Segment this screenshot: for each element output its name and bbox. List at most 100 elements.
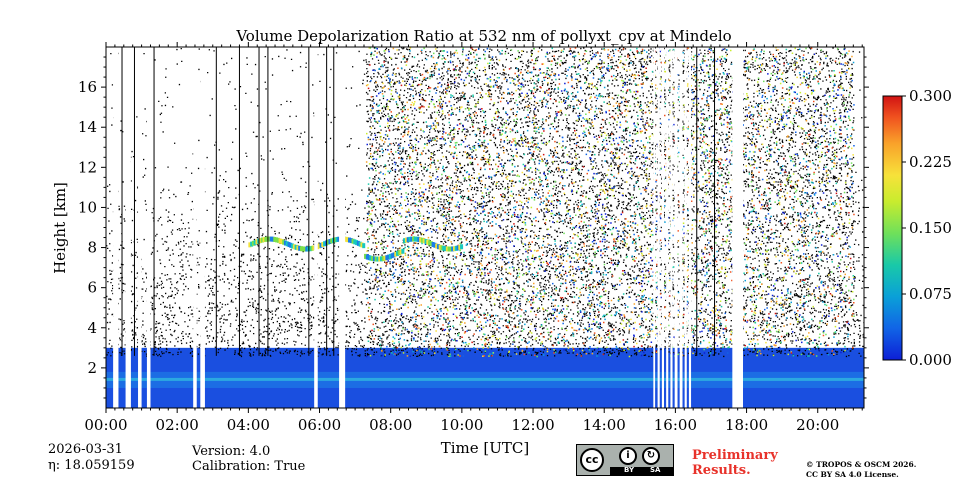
y-tick-label: 16 <box>78 78 97 96</box>
cloud-segment <box>451 246 455 252</box>
cloud-segment <box>406 237 410 243</box>
license-strip: BY SA <box>610 466 673 475</box>
cloud-segment <box>269 236 273 242</box>
cloud-segment <box>291 243 295 249</box>
share-alike-icon: ↻ <box>642 447 660 465</box>
cloud-segment <box>392 252 396 258</box>
cloud-segment <box>449 246 453 252</box>
cloud-segment <box>248 242 252 248</box>
footer-eta: η: 18.059159 <box>48 458 135 473</box>
no-data-gap <box>146 47 151 408</box>
colorbar-tick-label: 0.300 <box>909 87 952 105</box>
cloud-segment <box>428 240 432 246</box>
cloud-segment <box>394 251 398 257</box>
cloud-segment <box>353 239 357 245</box>
cloud-segment <box>388 253 392 259</box>
cloud-segment <box>326 239 330 245</box>
noise-speckles-colored <box>365 47 854 357</box>
cloud-segment <box>429 241 433 247</box>
colorbar-ticks: 0.000 0.075 0.150 0.225 0.300 <box>902 87 952 369</box>
cloud-segment <box>438 244 442 250</box>
no-data-gap <box>661 47 665 408</box>
cloud-segment <box>289 242 293 248</box>
colorbar-tick-label: 0.225 <box>909 153 952 171</box>
by-icon: i <box>619 447 637 465</box>
no-data-gap <box>657 47 660 408</box>
noise-speckles-colored <box>367 47 855 357</box>
cloud-segment <box>436 244 440 250</box>
no-data-gap <box>193 47 197 408</box>
no-data-gap <box>732 47 744 408</box>
cloud-segment <box>351 238 355 244</box>
cloud-segment <box>399 249 403 255</box>
no-data-gap <box>653 47 656 408</box>
cloud-segment <box>381 256 385 262</box>
cloud-segment <box>310 245 314 251</box>
cloud-segment <box>303 246 307 252</box>
cloud-segment <box>447 246 451 252</box>
cloud-segment <box>452 246 456 252</box>
cloud-segment <box>390 253 394 259</box>
cloud-segment <box>440 245 444 251</box>
cloud-segment <box>282 239 286 245</box>
preliminary-notice: Preliminary Results. <box>692 448 778 478</box>
x-tick-label: 20:00 <box>796 416 839 434</box>
cloud-segment <box>262 237 266 243</box>
y-axis-label: Height [km] <box>51 182 69 274</box>
x-tick-label: 00:00 <box>84 416 127 434</box>
cloud-segment <box>380 256 384 262</box>
cloud-segment <box>404 237 408 243</box>
y-tick-label: 10 <box>78 198 97 216</box>
cloud-segment <box>299 246 303 252</box>
cloud-segment <box>346 237 350 243</box>
cloud-segment <box>385 255 389 261</box>
cloud-segment <box>250 241 254 247</box>
cloud-segment <box>335 236 339 242</box>
cloud-segment <box>458 244 462 250</box>
x-tick-label: 08:00 <box>369 416 412 434</box>
cloud-segment <box>383 255 387 261</box>
no-data-gap <box>113 47 119 408</box>
noise-speckles-colored <box>366 47 855 358</box>
cloud-segment <box>328 239 332 245</box>
cloud-segment <box>308 246 312 252</box>
cloud-segment <box>424 239 428 245</box>
aerosol-band-line <box>106 377 864 381</box>
cloud-segment <box>367 255 371 261</box>
cloud-segment <box>280 239 284 245</box>
cloud-segment <box>435 243 439 249</box>
cloud-segment <box>355 240 359 246</box>
x-tick-label: 04:00 <box>227 416 270 434</box>
cloud-segment <box>275 237 279 243</box>
cloud-segment <box>305 246 309 252</box>
cloud-segment <box>372 256 376 262</box>
footer-calibration: Calibration: True <box>192 459 306 474</box>
cloud-segment <box>397 250 401 256</box>
x-tick-label: 02:00 <box>156 416 199 434</box>
no-data-gap <box>314 47 318 408</box>
noise-speckles-dark <box>106 47 864 358</box>
no-data-gap <box>339 47 346 408</box>
cloud-segment <box>292 244 296 250</box>
y-tick-label: 8 <box>87 239 97 257</box>
cloud-segment <box>296 245 300 251</box>
x-tick-label: 16:00 <box>654 416 697 434</box>
cloud-segment <box>330 238 334 244</box>
cloud-segment <box>347 237 351 243</box>
cloud-segment <box>255 239 259 245</box>
cloud-segment <box>401 248 405 254</box>
no-data-gap <box>684 47 687 408</box>
no-data-gap <box>674 47 678 408</box>
cloud-segment <box>260 237 264 243</box>
colorbar <box>882 95 903 361</box>
chart-title: Volume Depolarization Ratio at 532 nm of… <box>235 27 731 45</box>
cloud-segment <box>259 238 263 244</box>
cloud-segment <box>364 253 368 259</box>
no-data-gap <box>200 47 205 408</box>
cloud-segment <box>271 236 275 242</box>
cloud-segment <box>376 256 380 262</box>
y-tick-label: 4 <box>87 319 97 337</box>
cc-license-logo: cc i ↻ BY SA <box>576 444 674 476</box>
cloud-segment <box>460 244 464 250</box>
